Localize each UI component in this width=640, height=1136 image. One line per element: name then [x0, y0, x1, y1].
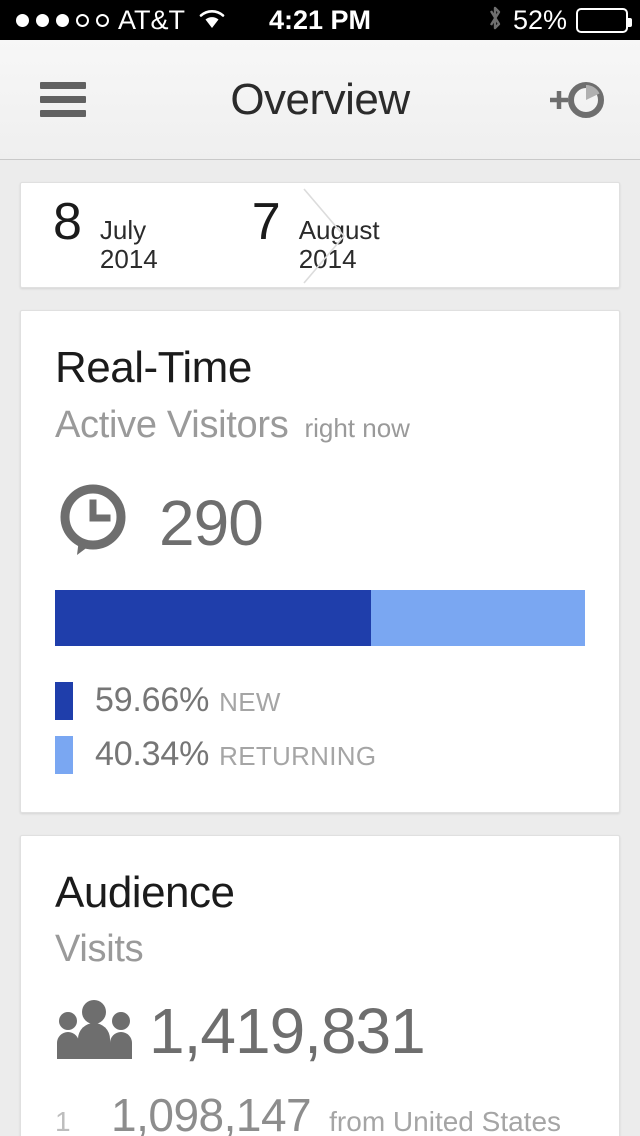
carrier-label: AT&T	[118, 4, 185, 35]
battery-percent-label: 52%	[512, 4, 567, 35]
realtime-card[interactable]: Real-Time Active Visitors right now 290	[20, 310, 620, 813]
battery-icon	[576, 7, 632, 33]
bar-segment-new	[55, 589, 372, 646]
signal-dot	[16, 13, 29, 27]
people-group-icon	[55, 997, 135, 1064]
audience-value-row: 1,419,831	[55, 997, 585, 1064]
realtime-qualifier-label: right now	[304, 412, 410, 443]
end-year: 2014	[298, 244, 357, 274]
legend-swatch-new	[55, 681, 73, 720]
signal-dot	[76, 13, 89, 27]
audience-top-country-row: 1 1,098,147 from United States	[55, 1088, 585, 1136]
new-vs-returning-bar	[55, 589, 585, 646]
bar-segment-returning	[371, 589, 585, 646]
legend-swatch-returning	[55, 735, 73, 774]
page-title: Overview	[230, 74, 410, 124]
date-range-start[interactable]: 8 July 2014	[21, 196, 158, 274]
legend-label-new: NEW	[219, 687, 281, 718]
status-bar-left: AT&T	[0, 5, 226, 36]
legend-item-new: 59.66% NEW	[55, 674, 585, 728]
navigation-bar: Overview	[0, 40, 640, 160]
audience-card[interactable]: Audience Visits 1,419,831	[20, 834, 620, 1136]
signal-dot	[96, 13, 109, 27]
legend-percent-new: 59.66%	[95, 681, 210, 720]
rank-label: from United States	[329, 1106, 562, 1136]
start-month: July	[99, 214, 147, 245]
legend-label-returning: RETURNING	[219, 741, 377, 772]
signal-strength-dots	[16, 13, 109, 27]
clock-label: 4:21 PM	[268, 4, 372, 35]
date-range-card[interactable]: 8 July 2014 7 August 2014	[20, 182, 620, 288]
realtime-title: Real-Time	[55, 343, 252, 392]
end-day: 7	[251, 192, 281, 251]
start-day: 8	[53, 192, 82, 251]
add-report-icon[interactable]	[546, 77, 608, 123]
legend-percent-returning: 40.34%	[95, 735, 210, 774]
clock-bubble-icon	[55, 483, 131, 564]
realtime-active-visitors-value: 290	[159, 487, 264, 560]
status-bar: AT&T 4:21 PM 52%	[0, 0, 640, 40]
rank-value: 1,098,147	[111, 1089, 312, 1136]
signal-dot	[36, 13, 49, 27]
bluetooth-icon	[486, 4, 504, 37]
legend-item-returning: 40.34% RETURNING	[55, 728, 585, 782]
status-bar-right: 52%	[486, 4, 640, 37]
audience-title: Audience	[55, 867, 235, 917]
start-year: 2014	[99, 244, 158, 274]
realtime-value-row: 290	[55, 483, 585, 564]
dashboard-scroll-area[interactable]: 8 July 2014 7 August 2014 Real-Time Acti…	[0, 160, 640, 1136]
new-vs-returning-legend: 59.66% NEW 40.34% RETURNING	[55, 674, 585, 782]
audience-metric-label: Visits	[55, 928, 144, 971]
audience-visits-value: 1,419,831	[149, 994, 426, 1067]
signal-dot	[56, 13, 69, 27]
rank-number: 1	[55, 1106, 71, 1136]
realtime-metric-label: Active Visitors	[55, 403, 289, 446]
hamburger-menu-icon[interactable]	[40, 82, 86, 117]
wifi-icon	[198, 7, 226, 34]
chevron-right-icon	[289, 183, 359, 287]
